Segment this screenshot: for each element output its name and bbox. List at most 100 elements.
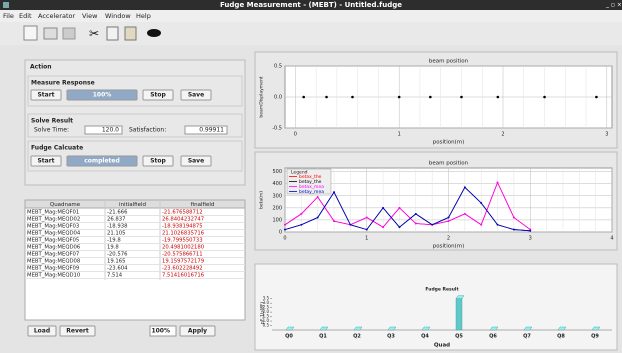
bar-top	[455, 295, 465, 299]
button[interactable]	[142, 89, 174, 101]
button[interactable]	[180, 155, 212, 167]
button[interactable]	[180, 89, 212, 101]
progress-bar	[66, 89, 138, 101]
table-cell: 7.514	[107, 273, 123, 279]
marker	[496, 181, 499, 184]
copy-icon[interactable]	[106, 26, 119, 41]
bar-top	[421, 326, 431, 331]
button[interactable]	[27, 325, 57, 337]
y-tick-label: 3.0	[263, 300, 270, 305]
button[interactable]	[179, 325, 216, 337]
button[interactable]	[59, 325, 96, 337]
group-title: Measure Response	[31, 80, 95, 87]
x-tick-label: Q6	[489, 334, 497, 340]
point	[351, 95, 354, 99]
input[interactable]	[184, 125, 228, 135]
button-label: Revert	[66, 328, 89, 335]
marker	[463, 186, 466, 189]
spinner[interactable]	[149, 325, 177, 337]
fudge-group	[27, 140, 243, 172]
open-icon[interactable]	[43, 27, 58, 40]
panel-title: Action	[30, 64, 52, 71]
plot-area	[272, 296, 612, 330]
y-tick-label: 400	[272, 181, 282, 187]
point	[429, 95, 432, 99]
bar-top	[489, 326, 499, 331]
column-header: Quadname	[50, 202, 81, 208]
marker	[414, 212, 417, 215]
table-cell: 7.51416016716	[162, 273, 205, 279]
table-cell: MEBT_Mag:MEQF03	[27, 224, 79, 230]
x-axis-label: Quad	[434, 343, 450, 349]
table-cell: 19.8	[107, 245, 119, 251]
accelerator-icon[interactable]	[147, 29, 161, 37]
x-tick-label: 1	[365, 236, 368, 242]
paste-icon[interactable]	[124, 26, 137, 41]
button-label: Start	[37, 92, 54, 99]
menu-item[interactable]: Edit	[19, 12, 32, 20]
y-tick-label: 300	[272, 193, 282, 199]
point	[543, 95, 546, 99]
chart-title: beam position	[429, 59, 469, 65]
menu-item[interactable]: Accelerator	[38, 12, 75, 20]
table-cell: -23.604	[107, 266, 128, 272]
table-cell: MEBT_Mag:MEQD08	[27, 259, 81, 265]
y-axis-label: beta(m)	[259, 191, 265, 209]
marker	[480, 202, 483, 204]
toolbar	[0, 22, 622, 45]
input-value: 120.0	[102, 127, 119, 134]
menu-item[interactable]: View	[82, 12, 98, 20]
new-icon[interactable]	[23, 25, 38, 41]
series-line	[284, 181, 531, 230]
x-tick-label: 4	[610, 236, 613, 242]
menu-item[interactable]: Window	[105, 12, 131, 20]
table-cell: MEBT_Mag:MEQD10	[27, 273, 81, 279]
column-header: finalfield	[191, 202, 215, 208]
button[interactable]	[30, 89, 62, 101]
input-value: 0.99911	[199, 127, 224, 134]
y-tick-label: -0.5	[272, 126, 282, 132]
table-cell: MEBT_Mag:MEQF07	[27, 252, 79, 258]
table-cell: MEBT_Mag:MEQD02	[27, 217, 80, 223]
progress-text: completed	[84, 158, 120, 165]
point	[325, 95, 328, 99]
menu-item[interactable]: File	[3, 12, 14, 20]
marker	[300, 212, 303, 215]
table-cell: -21.666	[107, 210, 128, 216]
bar	[455, 298, 463, 331]
point	[460, 95, 463, 99]
x-tick-label: 3	[529, 236, 532, 242]
marker	[365, 228, 368, 231]
x-tick-label: Q5	[455, 334, 463, 340]
x-tick-label: Q8	[557, 334, 565, 340]
label: Satisfaction:	[129, 127, 166, 134]
table-header	[24, 199, 246, 209]
legend-label: betay_mea	[299, 189, 324, 195]
table	[24, 199, 246, 321]
marker	[480, 223, 483, 226]
input[interactable]	[84, 125, 123, 135]
x-axis-label: position(m)	[433, 140, 464, 146]
chart-title: beam position	[429, 161, 469, 167]
button[interactable]	[142, 155, 174, 167]
table-cell: MEBT_Mag:MEQF09	[27, 266, 79, 272]
table-cell: 20.4981002180	[162, 245, 205, 251]
marker	[431, 223, 434, 226]
x-tick-label: Q4	[421, 334, 429, 340]
x-axis-label: position(m)	[433, 244, 464, 250]
window-controls[interactable]: _ ▫ ×	[605, 2, 622, 9]
table-cell: 26.8404232747	[162, 217, 204, 223]
menu-item[interactable]: Help	[136, 12, 151, 20]
button-label: Stop	[150, 92, 166, 99]
marker	[447, 220, 450, 223]
series-line	[284, 186, 531, 232]
progress-bar	[66, 155, 138, 167]
y-tick-label: 500	[272, 169, 282, 175]
toolbar-icons: ✂	[23, 25, 161, 41]
x-tick-label: Q3	[387, 334, 395, 340]
cut-icon[interactable]: ✂	[89, 27, 99, 41]
marker	[513, 228, 515, 231]
button[interactable]	[30, 155, 62, 167]
save-icon[interactable]	[62, 27, 76, 40]
label: Solve Time:	[34, 127, 69, 134]
